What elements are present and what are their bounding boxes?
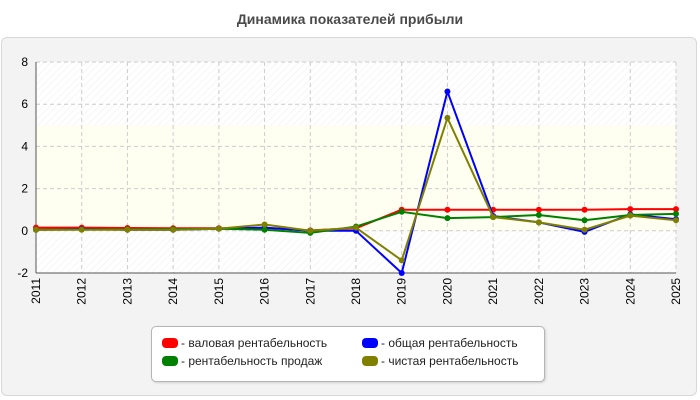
- data-point: [673, 206, 679, 213]
- data-point: [581, 217, 588, 224]
- x-tick-label: 2014: [166, 278, 180, 305]
- legend-label: - чистая рентабельность: [381, 354, 519, 368]
- data-point: [170, 226, 177, 233]
- chart-legend: - валовая рентабельность - общая рентабел…: [151, 326, 545, 382]
- y-tick-label: 6: [21, 97, 28, 111]
- data-point: [33, 226, 39, 233]
- data-point: [78, 226, 85, 233]
- data-point: [444, 114, 451, 121]
- data-point: [398, 208, 405, 215]
- data-point: [490, 214, 497, 221]
- data-point: [627, 206, 634, 213]
- x-tick-label: 2016: [258, 278, 272, 305]
- data-point: [261, 226, 268, 233]
- data-point: [535, 211, 542, 218]
- x-tick-label: 2018: [349, 278, 363, 305]
- series-4: [33, 114, 679, 264]
- data-point: [627, 212, 634, 219]
- data-point: [535, 219, 542, 226]
- data-point: [673, 217, 679, 224]
- y-tick-label: 4: [21, 139, 28, 153]
- y-tick-label: 0: [21, 224, 28, 238]
- data-point: [398, 257, 405, 264]
- data-point: [398, 270, 405, 276]
- x-tick-label: 2023: [578, 278, 592, 305]
- data-point: [581, 206, 588, 213]
- data-point: [535, 206, 542, 213]
- y-tick-label: -2: [17, 266, 28, 280]
- x-tick-label: 2025: [669, 278, 683, 305]
- data-point: [353, 224, 359, 231]
- legend-swatch: [362, 356, 378, 366]
- data-point: [581, 226, 588, 233]
- x-tick-label: 2013: [120, 278, 134, 305]
- data-point: [444, 206, 451, 213]
- x-tick-label: 2017: [303, 278, 317, 305]
- data-point: [124, 226, 131, 233]
- x-tick-label: 2019: [395, 278, 409, 305]
- x-tick-label: 2015: [212, 278, 226, 305]
- data-point: [673, 210, 679, 217]
- data-point: [307, 227, 314, 234]
- data-point: [444, 88, 451, 95]
- x-tick-label: 2011: [29, 278, 43, 304]
- x-tick-label: 2020: [440, 278, 454, 305]
- data-point: [261, 221, 268, 228]
- legend-swatch: [162, 356, 178, 366]
- x-tick-label: 2021: [486, 278, 500, 305]
- y-tick-label: 8: [21, 55, 28, 69]
- x-tick-label: 2024: [623, 278, 637, 305]
- legend-swatch: [362, 338, 378, 348]
- y-tick-label: 2: [21, 182, 28, 196]
- chart-title: Динамика показателей прибыли: [236, 11, 464, 27]
- x-tick-label: 2022: [532, 278, 546, 305]
- legend-label: - валовая рентабельность: [181, 336, 328, 350]
- legend-label: - рентабельность продаж: [181, 354, 323, 368]
- data-point: [444, 215, 451, 222]
- x-tick-label: 2012: [75, 278, 89, 305]
- legend-swatch: [162, 338, 178, 348]
- data-point: [215, 225, 222, 232]
- legend-label: - общая рентабельность: [381, 336, 518, 350]
